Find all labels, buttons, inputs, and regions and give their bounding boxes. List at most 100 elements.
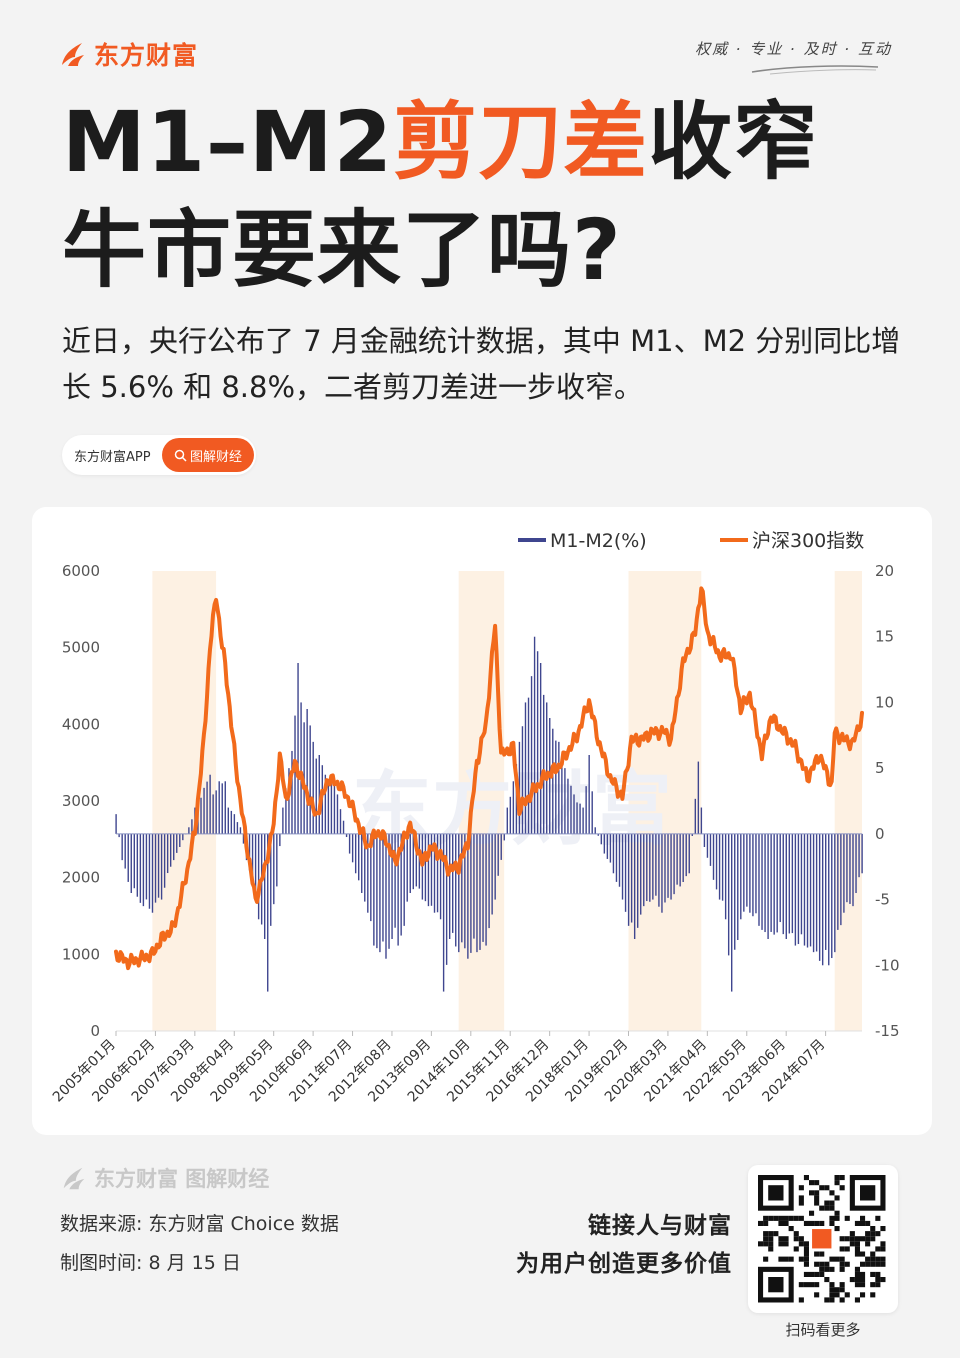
bar-m1-m2 [370,833,372,922]
qr-module [788,1226,794,1232]
bar-m1-m2 [643,833,645,907]
qr-module [783,1241,789,1247]
bar-m1-m2 [212,794,214,834]
qr-module [768,1215,774,1221]
bar-m1-m2 [348,833,351,854]
page-title-line1: M1–M2剪刀差收窄 [62,100,818,184]
bar-m1-m2 [151,833,154,913]
qr-module [870,1282,876,1288]
qr-module [819,1185,825,1191]
bar-m1-m2 [791,833,794,934]
y-right-tick-label: 20 [875,562,894,580]
bar-m1-m2 [133,833,135,889]
bar-m1-m2 [579,803,581,834]
qr-module [854,1251,860,1257]
qr-module [880,1246,886,1252]
qr-module [819,1261,825,1267]
bar-m1-m2 [843,833,845,913]
qr-module [849,1231,855,1237]
bar-m1-m2 [828,833,830,966]
legend: M1-M2(%) 沪深300指数 [518,530,864,552]
bar-m1-m2 [206,781,208,834]
qr-module [865,1236,871,1242]
y-left-tick-label: 4000 [62,715,100,733]
bar-m1-m2 [367,833,369,913]
bar-m1-m2 [785,833,787,939]
chart-card: 东方财富 0 1000 2000 3000 4000 5000 6000 -15 -10 -5 0… [32,507,932,1135]
bar-m1-m2 [788,833,791,934]
app-pill-button[interactable]: 图解财经 [162,438,254,472]
app-pill[interactable]: 东方财富APP 图解财经 [62,435,256,475]
bar-m1-m2 [230,810,233,834]
bar-m1-m2 [273,833,275,905]
y-right-tick-label: 0 [875,825,885,843]
bar-m1-m2 [115,814,117,834]
qr-module [783,1220,789,1226]
bar-m1-m2 [215,790,217,834]
qr-module [809,1220,815,1226]
data-source: 数据来源: 东方财富 Choice 数据 [60,1213,339,1235]
bar-m1-m2 [394,833,396,928]
qr-finder [768,1277,784,1293]
bar-m1-m2 [734,833,736,950]
qr-module [849,1277,855,1283]
bar-m1-m2 [339,809,342,834]
legend-swatch-bar [518,538,546,542]
bar-m1-m2 [458,833,460,953]
bar-m1-m2 [640,833,642,915]
bar-m1-m2 [257,833,260,920]
qr-module [854,1282,860,1288]
bar-m1-m2 [591,791,593,834]
qr-module [844,1215,850,1221]
bar-m1-m2 [809,833,812,947]
bar-m1-m2 [673,833,675,895]
qr-module [870,1226,876,1232]
bar-m1-m2 [721,833,724,901]
qr-module [778,1241,784,1247]
qr-module [829,1220,835,1226]
bar-m1-m2 [849,833,851,904]
qr-module [875,1246,881,1252]
bar-m1-m2 [779,833,781,923]
qr-module [849,1236,855,1242]
qr-module [809,1282,815,1288]
qr-module [809,1190,815,1196]
bar-m1-m2 [491,833,493,915]
qr-module [819,1271,825,1277]
bar-m1-m2 [724,833,727,920]
bar-m1-m2 [821,833,824,966]
bar-m1-m2 [527,697,530,834]
y-left-tick-label: 0 [90,1022,100,1040]
qr-module [814,1261,820,1267]
bar-m1-m2 [221,783,223,834]
qr-module [834,1175,840,1181]
qr-module [824,1261,830,1267]
qr-module [870,1231,876,1237]
bar-m1-m2 [803,833,806,946]
bar-m1-m2 [806,833,809,948]
qr-module [768,1241,774,1247]
qr-module [803,1246,809,1252]
bar-m1-m2 [658,833,660,907]
bar-m1-m2 [288,768,290,834]
qr-module [860,1236,866,1242]
qr-module [844,1246,850,1252]
qr-module [839,1185,845,1191]
qr-module [763,1220,769,1226]
qr-code[interactable] [748,1165,898,1313]
bar-m1-m2 [476,833,478,953]
bar-m1-m2 [485,833,487,946]
bar-m1-m2 [312,741,314,834]
qr-module [860,1261,866,1267]
app-pill-button-label: 图解财经 [189,449,242,465]
bar-m1-m2 [688,833,690,874]
qr-module [860,1271,866,1277]
bar-m1-m2 [749,833,751,913]
bar-m1-m2 [630,833,633,923]
qr-module [829,1292,835,1298]
watermark-text: 东方财富 [352,763,672,856]
qr-module [829,1287,835,1293]
bar-m1-m2 [582,807,584,834]
qr-module [880,1261,886,1267]
bar-m1-m2 [148,833,151,909]
